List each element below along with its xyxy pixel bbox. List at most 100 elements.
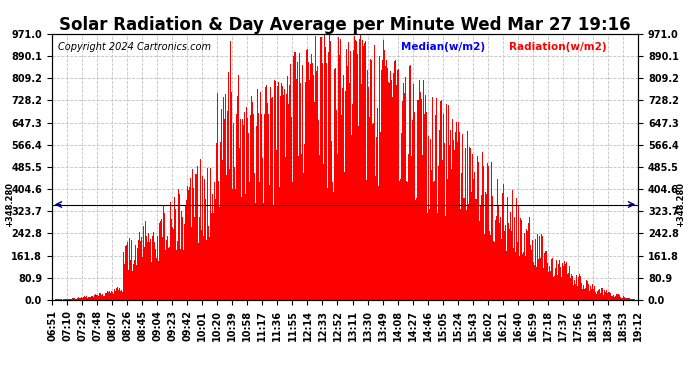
Bar [146,236,147,300]
Bar [66,298,67,300]
Bar [280,96,281,300]
Bar [353,50,354,300]
Bar [399,181,400,300]
Bar [148,242,150,300]
Bar [431,170,432,300]
Bar [592,284,593,300]
Bar [364,82,366,300]
Bar [299,53,300,300]
Bar [272,97,273,300]
Bar [621,298,622,300]
Bar [114,294,115,300]
Bar [155,249,156,300]
Bar [601,288,602,300]
Bar [438,166,439,300]
Bar [384,50,385,300]
Bar [100,293,101,300]
Bar [110,294,111,300]
Bar [418,100,419,300]
Bar [404,93,405,300]
Bar [357,54,358,300]
Bar [386,99,387,300]
Bar [565,264,566,300]
Bar [531,240,533,300]
Bar [440,101,441,300]
Bar [285,157,286,300]
Bar [179,186,181,300]
Bar [400,179,401,300]
Bar [424,114,425,300]
Bar [250,194,251,300]
Bar [605,292,606,300]
Bar [346,190,348,300]
Bar [455,132,456,300]
Bar [157,237,159,300]
Bar [282,86,283,300]
Bar [111,291,112,300]
Bar [407,182,408,300]
Bar [221,109,222,300]
Bar [479,160,480,300]
Bar [633,299,634,300]
Bar [126,245,127,300]
Bar [288,104,289,300]
Bar [341,114,342,300]
Bar [368,77,369,300]
Bar [154,214,155,300]
Bar [593,289,594,300]
Bar [582,289,583,300]
Bar [461,131,462,300]
Bar [260,92,261,300]
Bar [566,274,567,300]
Bar [297,62,298,300]
Bar [187,186,188,300]
Bar [610,294,611,300]
Bar [328,34,330,300]
Bar [447,179,448,300]
Bar [112,292,113,300]
Bar [534,266,535,300]
Bar [68,299,69,300]
Bar [499,223,500,300]
Bar [396,86,397,300]
Bar [366,180,367,300]
Bar [494,242,495,300]
Bar [85,297,86,300]
Bar [215,199,216,300]
Bar [554,276,555,300]
Bar [138,240,139,300]
Bar [96,295,97,300]
Bar [436,98,437,300]
Bar [131,240,132,300]
Bar [527,231,529,300]
Bar [597,291,598,300]
Bar [249,182,250,300]
Bar [390,71,391,300]
Bar [58,299,59,300]
Bar [484,234,485,300]
Bar [88,297,89,300]
Bar [74,298,75,300]
Bar [469,147,470,300]
Bar [539,236,540,300]
Bar [331,141,332,300]
Bar [284,89,285,300]
Bar [200,159,201,300]
Bar [242,119,243,300]
Bar [84,296,85,300]
Bar [587,281,588,300]
Bar [466,210,467,300]
Bar [558,264,559,300]
Bar [289,85,290,300]
Bar [413,84,414,300]
Bar [555,267,556,300]
Bar [170,238,172,300]
Bar [265,87,266,300]
Text: Radiation(w/m2): Radiation(w/m2) [509,42,607,52]
Bar [104,296,105,300]
Bar [80,298,81,300]
Bar [201,228,202,300]
Bar [450,130,451,300]
Bar [99,293,100,300]
Bar [232,189,233,300]
